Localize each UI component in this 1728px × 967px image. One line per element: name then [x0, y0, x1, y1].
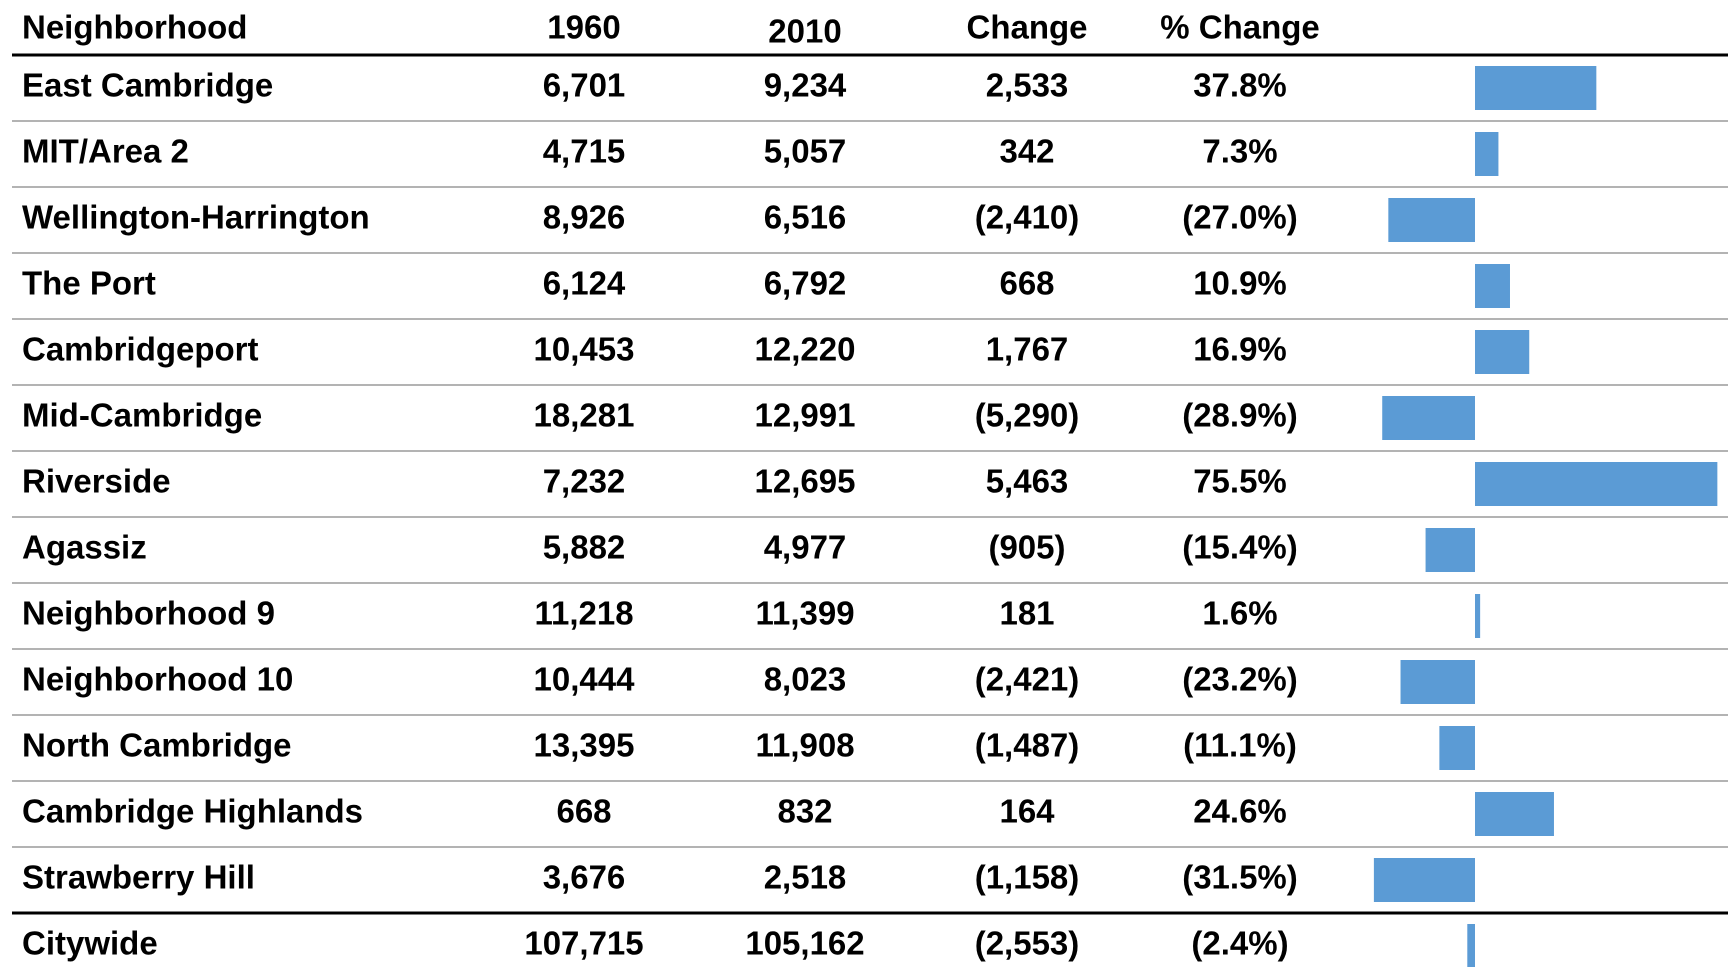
cell: 6,792: [764, 265, 847, 302]
cell: 11,218: [534, 595, 633, 632]
cell: 5,057: [764, 133, 847, 170]
row-label: Wellington-Harrington: [22, 199, 370, 236]
cell: 6,124: [543, 265, 626, 302]
cell: 24.6%: [1193, 793, 1287, 830]
cell: 2,533: [986, 67, 1069, 104]
column-header: 1960: [547, 9, 620, 46]
cell: 4,977: [764, 529, 847, 566]
cell: (1,487): [975, 727, 1080, 764]
column-header: Change: [966, 9, 1087, 46]
cell: 1,767: [986, 331, 1069, 368]
cell: 10,444: [534, 661, 636, 698]
cell: (11.1%): [1183, 727, 1297, 764]
row-label: Cambridge Highlands: [22, 793, 363, 830]
row-label: Neighborhood 9: [22, 595, 275, 632]
cell: 12,695: [755, 463, 856, 500]
column-header: % Change: [1160, 9, 1320, 46]
cell: 75.5%: [1193, 463, 1287, 500]
cell: (15.4%): [1182, 529, 1298, 566]
cell: 832: [777, 793, 832, 830]
cell: 7.3%: [1202, 133, 1277, 170]
change-bar: [1400, 660, 1475, 704]
column-header: Neighborhood: [22, 9, 247, 46]
change-bar: [1475, 594, 1481, 638]
change-bar: [1467, 924, 1475, 967]
change-bar: [1439, 726, 1475, 770]
cell: (2,410): [975, 199, 1080, 236]
cell: 105,162: [745, 925, 864, 962]
cell: (2,553): [975, 925, 1080, 962]
cell: (5,290): [975, 397, 1080, 434]
cell: 12,991: [755, 397, 856, 434]
cell: 181: [999, 595, 1054, 632]
change-bar: [1475, 792, 1554, 836]
cell: 342: [999, 133, 1054, 170]
row-label: Neighborhood 10: [22, 661, 293, 698]
cell: (1,158): [975, 859, 1080, 896]
cell: (27.0%): [1182, 199, 1298, 236]
cell: 4,715: [543, 133, 626, 170]
cell: (31.5%): [1182, 859, 1298, 896]
row-label: Agassiz: [22, 529, 147, 566]
cell: 10.9%: [1193, 265, 1287, 302]
cell: 11,399: [755, 595, 854, 632]
row-label: Strawberry Hill: [22, 859, 255, 896]
cell: 13,395: [534, 727, 635, 764]
row-label: East Cambridge: [22, 67, 273, 104]
change-bar: [1475, 462, 1718, 506]
change-bar: [1475, 132, 1499, 176]
cell: 107,715: [524, 925, 643, 962]
change-bar: [1373, 858, 1475, 902]
change-bar: [1425, 528, 1475, 572]
row-label: Cambridgeport: [22, 331, 259, 368]
row-label: North Cambridge: [22, 727, 292, 764]
cell: 6,701: [543, 67, 626, 104]
cell: 1.6%: [1202, 595, 1277, 632]
cell: (23.2%): [1182, 661, 1298, 698]
cell: 8,926: [543, 199, 626, 236]
cell: 6,516: [764, 199, 847, 236]
change-bar: [1475, 66, 1597, 110]
cell: 37.8%: [1193, 67, 1287, 104]
cell: (2,421): [975, 661, 1080, 698]
change-bar: [1475, 330, 1530, 374]
cell: (905): [988, 529, 1065, 566]
change-bar: [1475, 264, 1510, 308]
change-bar: [1382, 396, 1475, 440]
cell: 164: [999, 793, 1055, 830]
cell: 9,234: [764, 67, 847, 104]
cell: 668: [999, 265, 1054, 302]
cell: 8,023: [764, 661, 847, 698]
row-label: The Port: [22, 265, 156, 302]
cell: (28.9%): [1182, 397, 1298, 434]
row-label: Citywide: [22, 925, 158, 962]
cell: 10,453: [534, 331, 635, 368]
row-label: Riverside: [22, 463, 171, 500]
cell: 3,676: [543, 859, 626, 896]
cell: 11,908: [755, 727, 854, 764]
row-label: Mid-Cambridge: [22, 397, 262, 434]
column-header: 2010: [768, 13, 841, 50]
cell: 18,281: [534, 397, 635, 434]
change-bar: [1388, 198, 1475, 242]
cell: 12,220: [755, 331, 856, 368]
cell: 7,232: [543, 463, 626, 500]
cell: 5,882: [543, 529, 626, 566]
cell: (2.4%): [1191, 925, 1288, 962]
cell: 5,463: [986, 463, 1069, 500]
cell: 668: [556, 793, 611, 830]
row-label: MIT/Area 2: [22, 133, 189, 170]
cell: 16.9%: [1193, 331, 1287, 368]
cell: 2,518: [764, 859, 847, 896]
